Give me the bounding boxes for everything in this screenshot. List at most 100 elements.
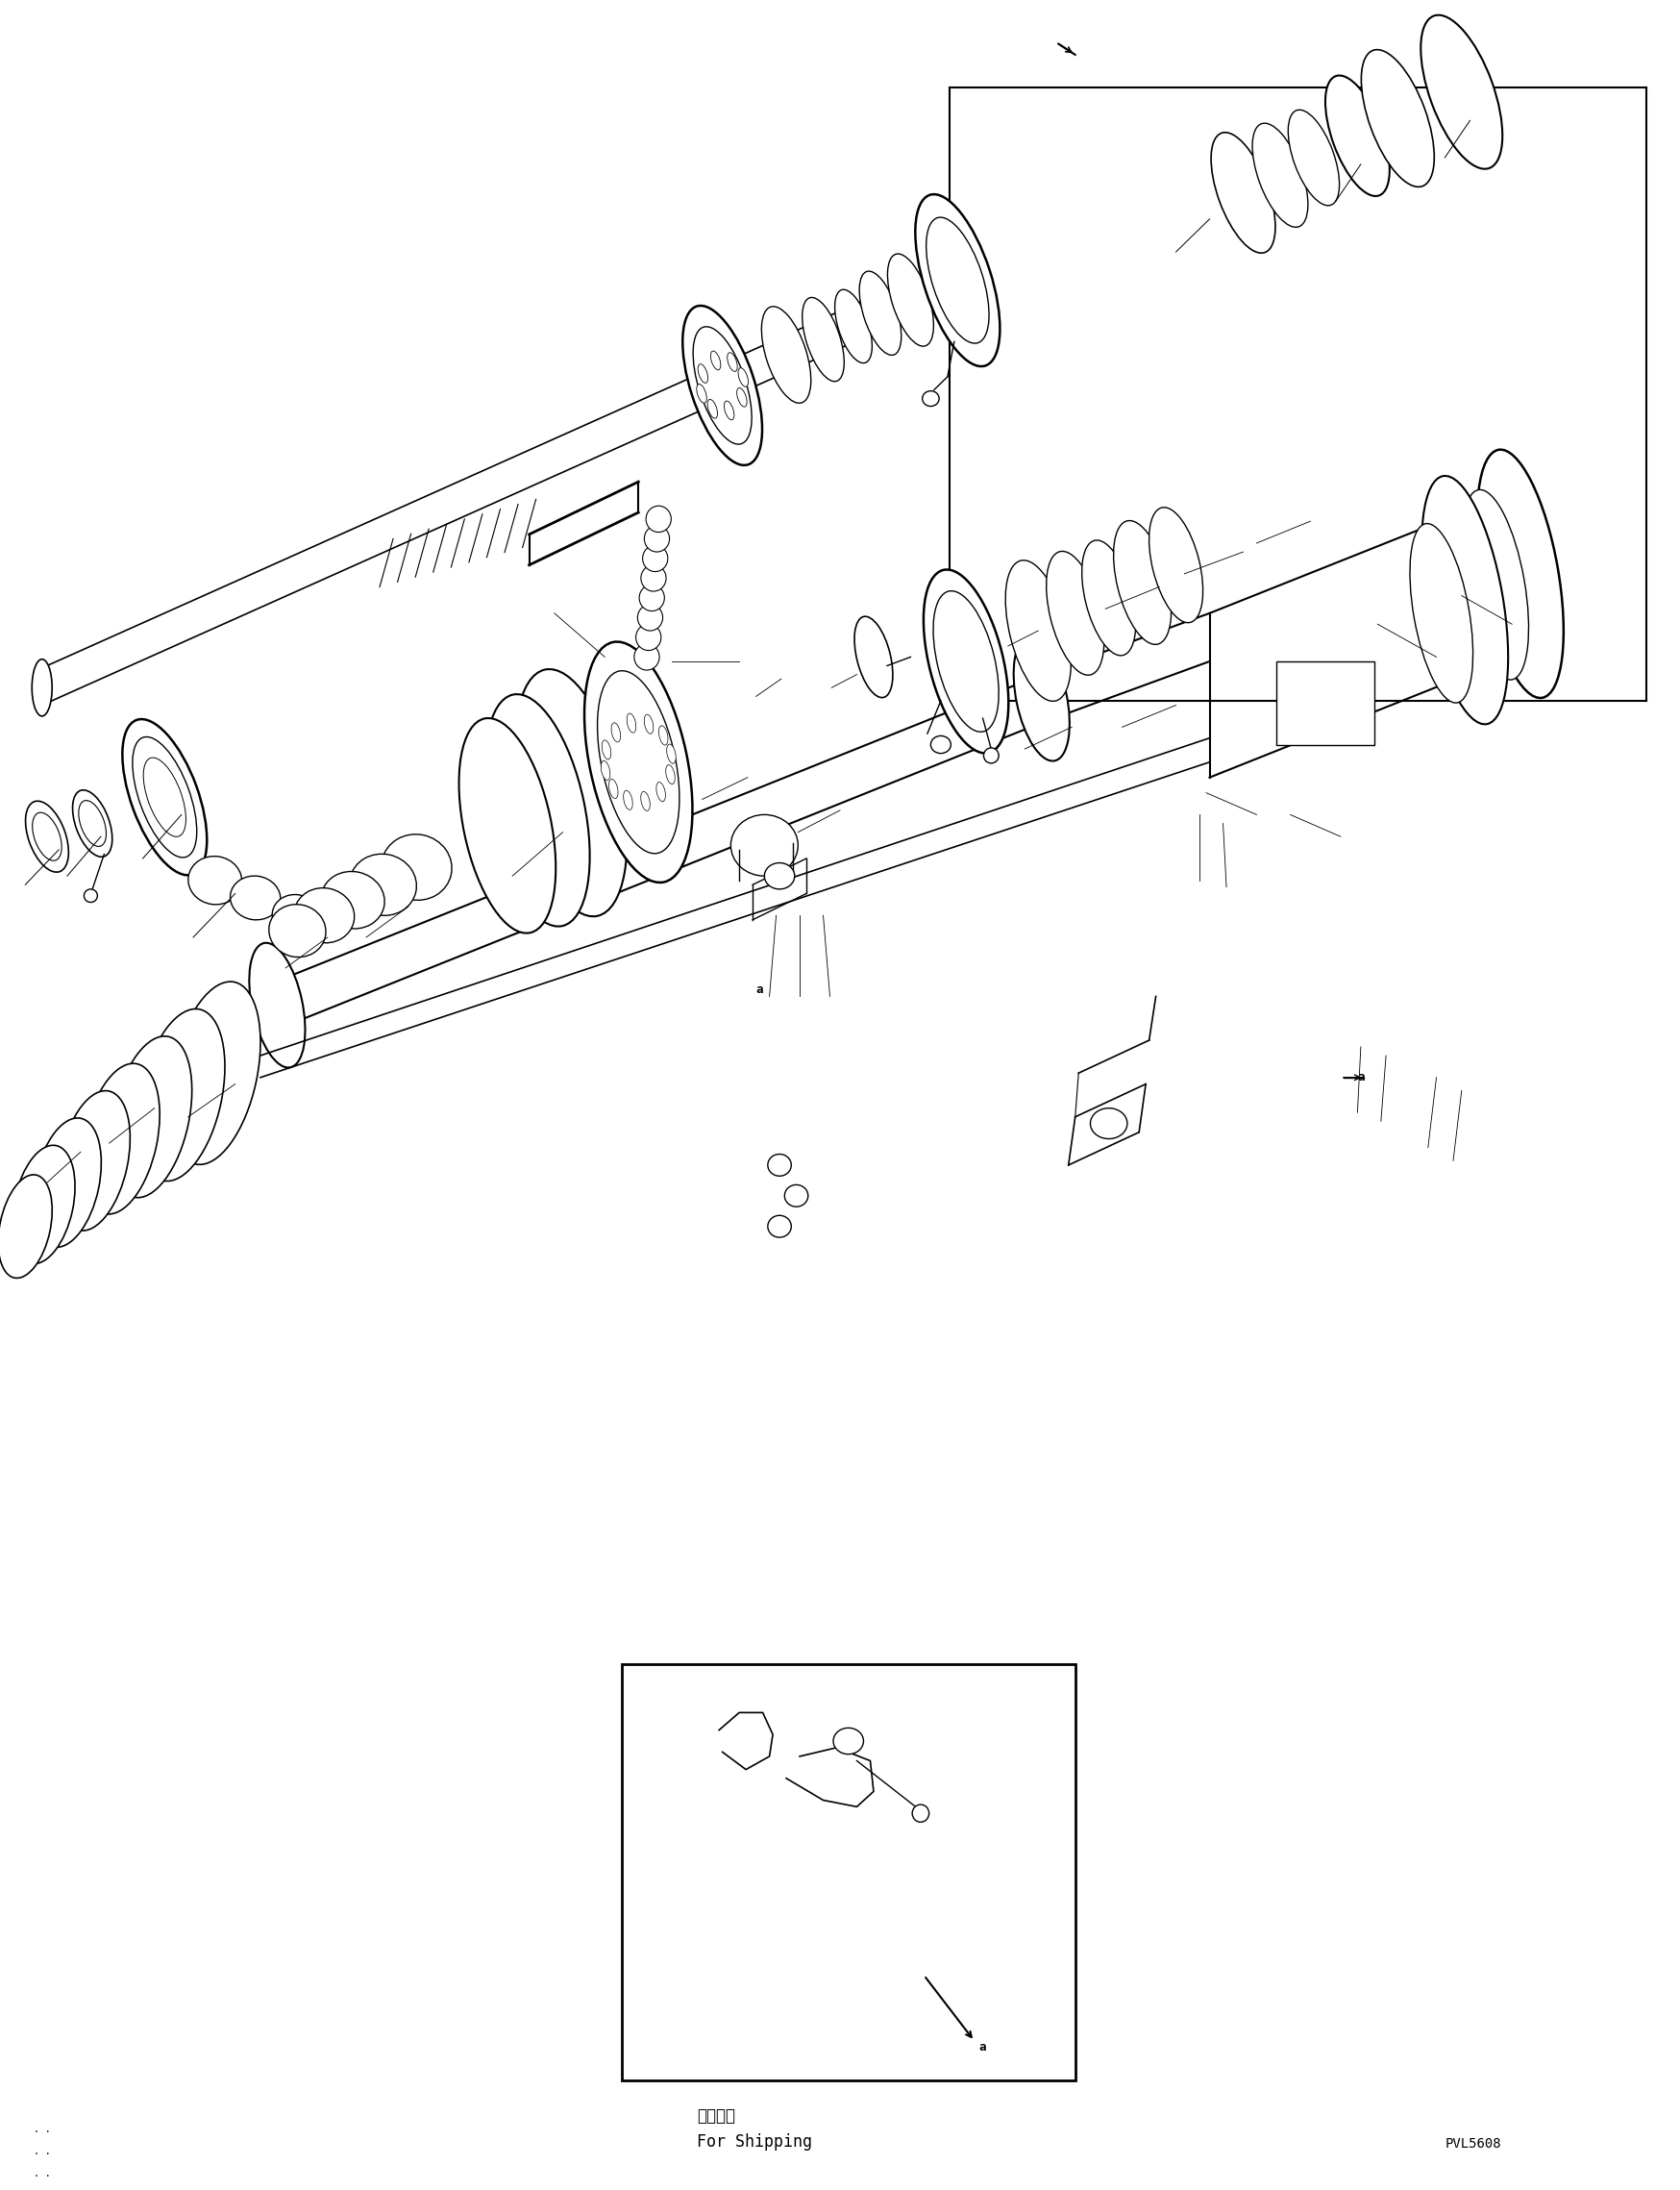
Ellipse shape [84,889,97,902]
Ellipse shape [924,569,1008,753]
Ellipse shape [1082,541,1136,655]
Ellipse shape [72,791,113,856]
Ellipse shape [638,585,665,611]
Bar [622,1664,1075,2080]
Ellipse shape [912,1805,929,1822]
Ellipse shape [645,506,672,532]
Ellipse shape [932,591,1000,731]
Ellipse shape [657,782,665,802]
Ellipse shape [731,815,798,876]
Ellipse shape [785,1185,808,1207]
Ellipse shape [635,624,662,650]
Ellipse shape [608,780,618,799]
Ellipse shape [601,760,610,780]
Ellipse shape [269,904,326,957]
Ellipse shape [1361,50,1435,186]
Ellipse shape [1013,637,1070,760]
Ellipse shape [516,670,627,915]
Ellipse shape [682,307,763,464]
Ellipse shape [1090,1108,1127,1139]
Ellipse shape [931,736,951,753]
Ellipse shape [697,364,707,383]
Ellipse shape [170,981,260,1165]
Ellipse shape [665,764,675,784]
Ellipse shape [34,1117,101,1248]
Text: 送付部品: 送付部品 [697,2107,736,2124]
Text: · ·: · · [34,2126,50,2137]
Ellipse shape [612,723,620,742]
Ellipse shape [25,802,69,872]
Ellipse shape [138,1010,225,1180]
Bar [1277,661,1374,745]
Ellipse shape [642,565,665,591]
Ellipse shape [59,1091,129,1231]
Ellipse shape [585,642,692,883]
Ellipse shape [1114,521,1171,644]
Ellipse shape [887,254,934,346]
Ellipse shape [188,856,242,904]
Ellipse shape [294,887,354,944]
Text: a: a [1357,1071,1364,1084]
Ellipse shape [640,791,650,810]
Ellipse shape [645,526,670,552]
Ellipse shape [459,718,556,933]
Text: a: a [979,2041,986,2054]
Ellipse shape [667,745,675,764]
Ellipse shape [123,718,207,876]
Ellipse shape [835,289,872,364]
Ellipse shape [638,604,662,631]
Ellipse shape [1477,449,1564,699]
Ellipse shape [321,872,385,929]
Ellipse shape [601,740,612,760]
Ellipse shape [381,834,452,900]
Ellipse shape [1462,491,1529,679]
Ellipse shape [916,195,1000,366]
Ellipse shape [486,694,590,926]
Ellipse shape [1421,15,1502,169]
Ellipse shape [1005,561,1072,701]
Ellipse shape [926,217,990,344]
Text: PVL5608: PVL5608 [1445,2137,1502,2151]
Ellipse shape [623,791,633,810]
Ellipse shape [697,383,707,403]
Ellipse shape [855,615,892,699]
Ellipse shape [133,736,197,858]
Ellipse shape [1326,74,1389,197]
Ellipse shape [1410,523,1473,703]
Text: · ·: · · [34,2170,50,2181]
Text: · ·: · · [34,2148,50,2159]
Ellipse shape [803,298,843,381]
Ellipse shape [642,545,669,572]
Ellipse shape [349,854,417,915]
Ellipse shape [659,725,669,745]
Ellipse shape [111,1036,192,1198]
Ellipse shape [79,802,106,845]
Text: a: a [756,983,763,996]
Ellipse shape [1421,475,1509,725]
Ellipse shape [724,401,734,420]
Ellipse shape [761,307,811,403]
Ellipse shape [1252,123,1309,228]
Ellipse shape [922,390,939,407]
Ellipse shape [1047,552,1104,675]
Ellipse shape [627,714,637,734]
Ellipse shape [833,1728,864,1754]
Ellipse shape [1289,110,1339,206]
Ellipse shape [768,1215,791,1237]
Ellipse shape [984,747,998,762]
Ellipse shape [727,353,738,372]
Ellipse shape [272,894,319,937]
Ellipse shape [82,1064,160,1213]
Ellipse shape [143,758,186,837]
Ellipse shape [230,876,281,920]
Ellipse shape [711,350,721,370]
Ellipse shape [633,644,659,670]
Ellipse shape [12,1145,76,1264]
Ellipse shape [860,272,900,355]
Ellipse shape [0,1174,52,1279]
Ellipse shape [738,368,748,388]
Ellipse shape [707,399,717,418]
Ellipse shape [643,714,654,734]
Ellipse shape [1149,508,1203,622]
Text: For Shipping: For Shipping [697,2133,813,2151]
